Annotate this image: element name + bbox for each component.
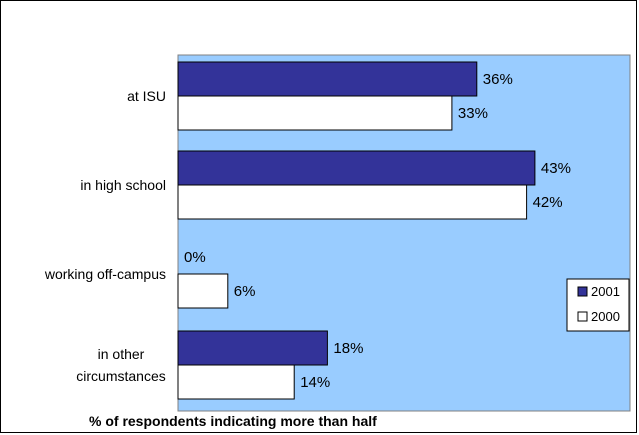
data-label: 14% xyxy=(300,374,330,391)
data-label: 42% xyxy=(533,194,563,211)
data-label: 6% xyxy=(234,283,256,300)
legend: 2001 2000 xyxy=(566,278,630,332)
category-label: working off-campus xyxy=(44,266,166,282)
category-labels: at ISU in high school working off-campus in… xyxy=(44,88,166,384)
data-labels: 36% 33% 43% 42% 0% 6% 18%14% xyxy=(184,71,571,391)
data-label: 43% xyxy=(541,160,571,177)
bar-2000 xyxy=(177,364,295,400)
data-label: 0% xyxy=(184,249,206,266)
legend-box xyxy=(566,278,630,332)
bars xyxy=(177,61,536,400)
x-axis-label: % of respondents indicating more than ha… xyxy=(89,413,377,429)
data-label: 33% xyxy=(458,105,488,122)
bar-2001 xyxy=(177,150,536,186)
category-label: in other circumstances xyxy=(76,346,165,384)
legend-label-2000: 2000 xyxy=(591,309,620,324)
legend-swatch-2000 xyxy=(577,311,588,322)
bar-2000 xyxy=(177,273,229,309)
bar-2000 xyxy=(177,184,528,220)
category-label: in high school xyxy=(80,177,166,193)
legend-label-2001: 2001 xyxy=(591,284,620,299)
data-label: 18% xyxy=(333,340,363,357)
data-label: 36% xyxy=(483,71,513,88)
bar-2001 xyxy=(177,330,328,366)
legend-swatch-2001 xyxy=(577,286,588,297)
bar-2000 xyxy=(177,95,453,131)
category-label: at ISU xyxy=(127,88,166,104)
bar-2001 xyxy=(177,61,478,97)
